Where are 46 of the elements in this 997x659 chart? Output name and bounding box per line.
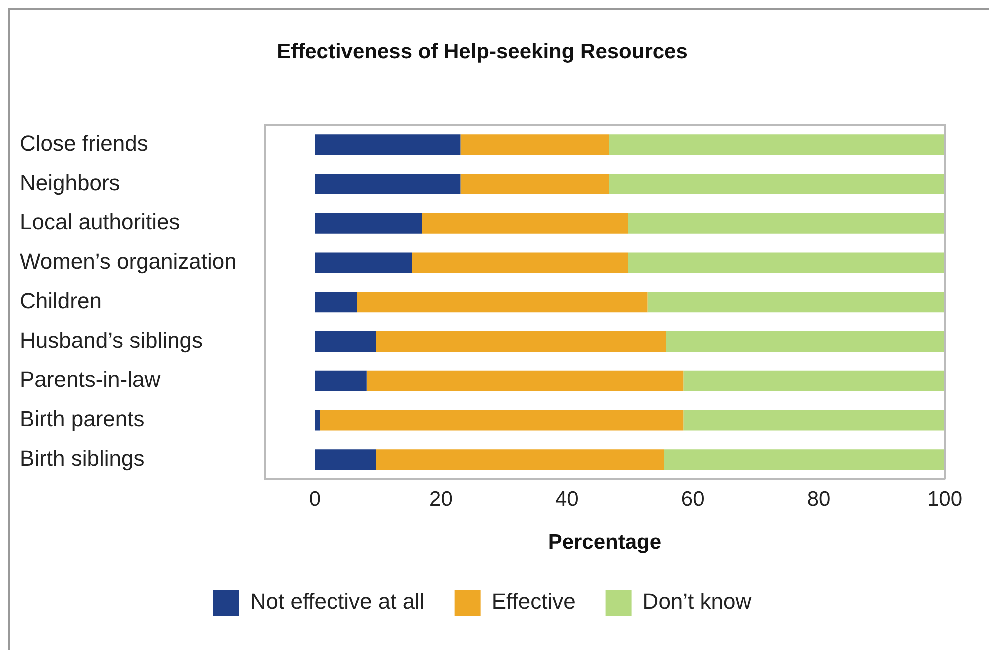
- y-tick-label: Neighbors: [20, 170, 120, 196]
- bar: [315, 292, 358, 313]
- bar: [315, 410, 320, 431]
- x-tick-label: 100: [927, 488, 963, 511]
- bar: [460, 134, 610, 156]
- bar: [684, 410, 945, 431]
- chart-title: Effectiveness of Help-seeking Resources: [277, 40, 688, 64]
- bar: [315, 450, 376, 470]
- bar: [648, 292, 945, 313]
- y-tick-label: Birth parents: [20, 406, 145, 432]
- y-tick-label: Women’s organization: [20, 249, 237, 274]
- x-axis-title: Percentage: [548, 531, 662, 554]
- x-tick-label: 20: [430, 488, 453, 511]
- legend-label: Not effective at all: [250, 589, 425, 614]
- bar: [628, 252, 945, 274]
- bar: [376, 332, 666, 352]
- bar: [366, 370, 684, 392]
- bar: [320, 410, 684, 431]
- bar: [315, 252, 412, 274]
- bar: [315, 370, 367, 392]
- bar: [357, 292, 648, 313]
- bar: [460, 174, 610, 195]
- bar: [609, 134, 945, 156]
- bar: [315, 134, 461, 156]
- y-tick-label: Close friends: [20, 130, 148, 156]
- bar: [628, 213, 945, 234]
- x-tick-label: 80: [807, 488, 831, 511]
- bar: [315, 332, 376, 352]
- bar: [422, 213, 628, 234]
- bar: [315, 174, 461, 195]
- bar: [315, 213, 422, 234]
- y-tick-label: Birth siblings: [20, 446, 145, 471]
- x-tick-label: 0: [309, 488, 322, 511]
- y-tick-label: Children: [20, 288, 102, 314]
- x-tick-label: 40: [555, 488, 579, 511]
- bar: [684, 370, 945, 392]
- bar: [609, 174, 945, 195]
- bar: [664, 450, 945, 470]
- bar: [412, 252, 628, 274]
- bar: [376, 450, 664, 470]
- x-tick-label: 60: [681, 488, 705, 511]
- y-tick-label: Local authorities: [20, 210, 180, 235]
- legend-label: Effective: [492, 589, 576, 614]
- y-tick-label: Husband’s siblings: [20, 328, 204, 353]
- y-tick-label: Parents-in-law: [20, 367, 161, 392]
- bar: [666, 332, 945, 352]
